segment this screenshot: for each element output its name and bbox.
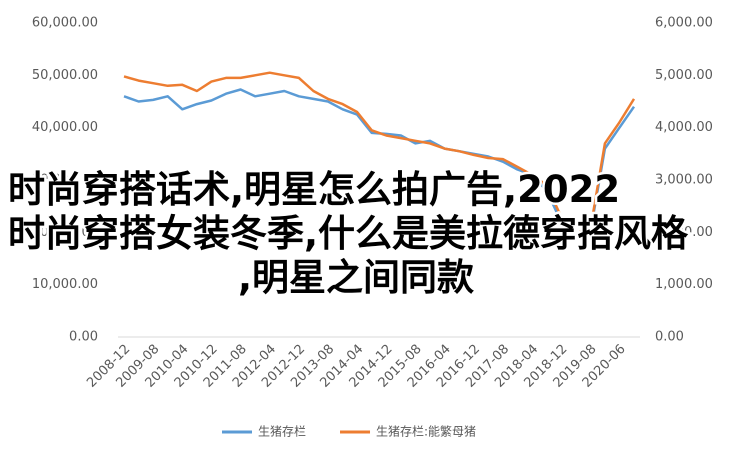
y2-tick-label: 4,000.00 <box>655 120 713 135</box>
legend-label: 生猪存栏:能繁母猪 <box>376 424 476 439</box>
y-tick-label: 50,000.00 <box>32 68 98 83</box>
y-tick-label: 30,000.00 <box>32 173 98 188</box>
y-tick-label: 0.00 <box>69 330 98 345</box>
legend-label: 生猪存栏 <box>258 424 306 439</box>
y2-tick-label: 0.00 <box>655 330 684 345</box>
y2-tick-label: 2,000.00 <box>655 225 713 240</box>
y-tick-label: 20,000.00 <box>32 225 98 240</box>
y2-tick-label: 5,000.00 <box>655 68 713 83</box>
overlay-headline: ,明星之间同款 <box>238 256 474 299</box>
overlay-headline: 时尚穿搭话术,明星怎么拍广告,2022 <box>8 168 620 211</box>
y-tick-label: 60,000.00 <box>32 16 98 31</box>
series-line <box>123 71 636 234</box>
y2-tick-label: 6,000.00 <box>655 16 713 31</box>
overlay-headline: 时尚穿搭女装冬季,什么是美拉德穿搭风格 <box>8 212 689 255</box>
y2-tick-label: 1,000.00 <box>655 277 713 292</box>
y2-tick-label: 3,000.00 <box>655 173 713 188</box>
y-tick-label: 40,000.00 <box>32 120 98 135</box>
y-tick-label: 10,000.00 <box>32 277 98 292</box>
